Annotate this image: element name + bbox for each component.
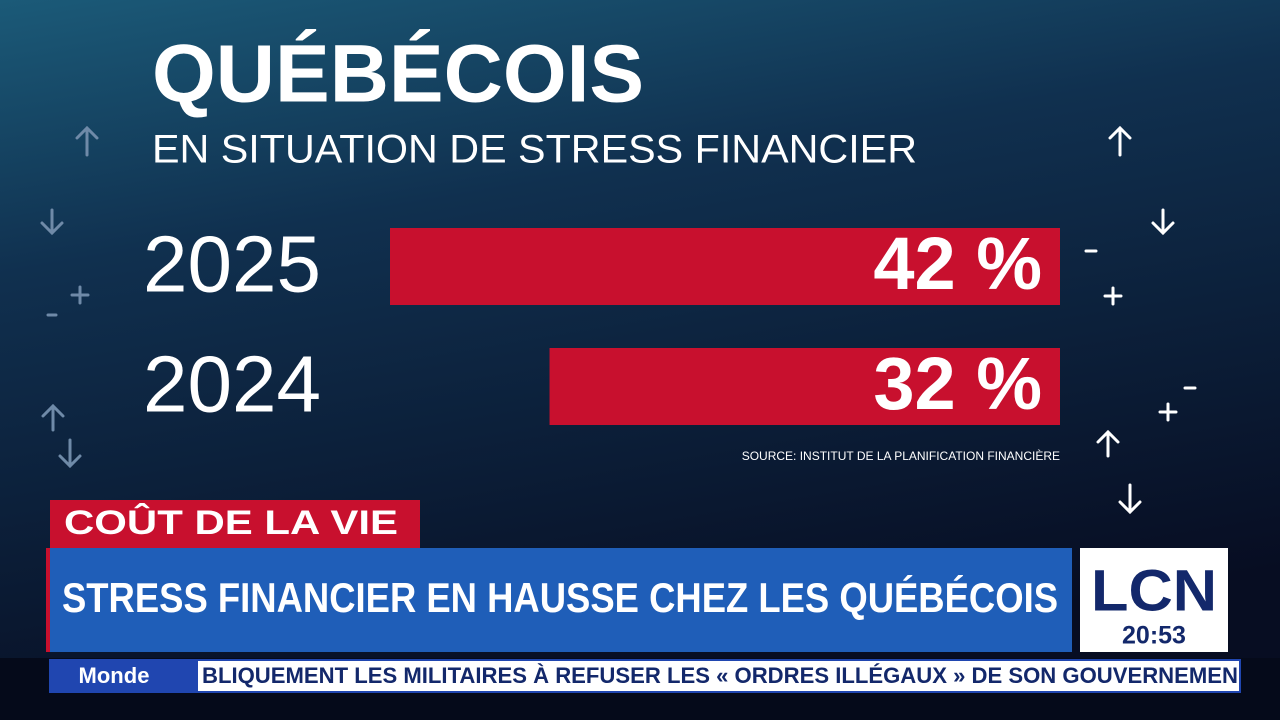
headline-box — [50, 548, 1072, 652]
chart-subtitle: EN SITUATION DE STRESS FINANCIER — [152, 128, 917, 172]
tag-box — [50, 500, 420, 548]
category-label: 2025 — [143, 220, 321, 309]
ticker-section-box — [50, 660, 198, 692]
ticker-section: Monde — [79, 663, 150, 688]
clock: 20:53 — [1122, 622, 1186, 650]
value-label: 32 % — [873, 342, 1042, 425]
bar — [390, 228, 1060, 305]
headline: STRESS FINANCIER EN HAUSSE CHEZ LES QUÉB… — [62, 574, 1058, 621]
ticker-text: BLIQUEMENT LES MILITAIRES À REFUSER LES … — [202, 663, 1238, 688]
logo-box — [1080, 548, 1228, 652]
tag: COÛT DE LA VIE — [64, 503, 398, 542]
plot: 2025 42 % 2024 32 % — [143, 220, 1060, 429]
decoration — [40, 125, 1197, 515]
bar — [549, 348, 1060, 425]
value-label: 42 % — [873, 222, 1042, 305]
chart-title: QUÉBÉCOIS — [152, 29, 644, 120]
source: SOURCE: INSTITUT DE LA PLANIFICATION FIN… — [742, 448, 1060, 463]
headline-accent — [46, 548, 50, 652]
logo: LCN — [1091, 558, 1217, 623]
category-label: 2024 — [143, 340, 321, 429]
